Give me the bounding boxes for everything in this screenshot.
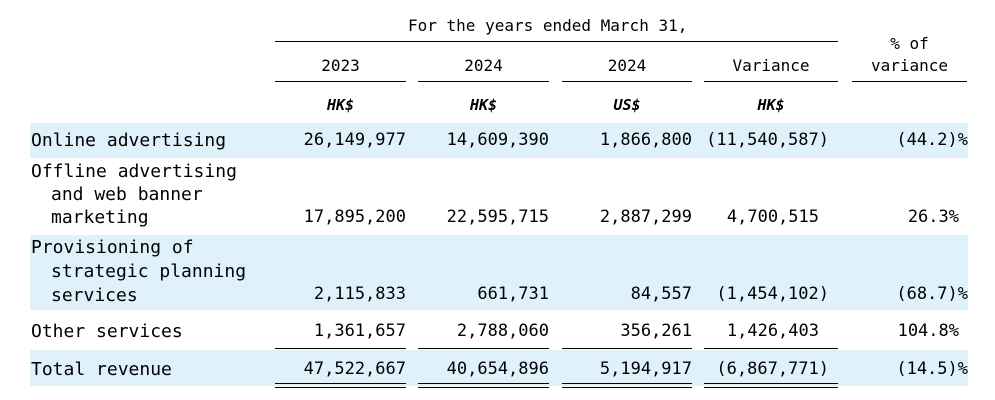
cell-offline-2024-hk: 22,595,715 bbox=[446, 207, 549, 227]
row-label-other-services: Other services bbox=[31, 321, 183, 342]
cell-provisioning-2024-hk: 661,731 bbox=[477, 284, 549, 304]
cell-online-variance: (11,540,587) bbox=[706, 130, 829, 150]
cell-other-2024-hk: 2,788,060 bbox=[456, 321, 549, 341]
cell-provisioning-2024-us: 84,557 bbox=[630, 284, 692, 304]
total-double-rule-2024-hk bbox=[418, 383, 549, 388]
total-double-rule-2023 bbox=[275, 383, 406, 388]
column-year-2023: 2023 bbox=[321, 56, 360, 75]
cell-other-2024-us: 356,261 bbox=[620, 321, 692, 341]
cell-offline-pct: 26.3% bbox=[907, 207, 959, 227]
pct-header-line2: variance bbox=[870, 56, 949, 75]
row-label-offline-line3: marketing bbox=[51, 207, 149, 228]
subtotal-rule-2024-hk bbox=[418, 348, 549, 349]
col-rule-2023 bbox=[275, 81, 406, 82]
cell-offline-2024-us: 2,887,299 bbox=[599, 207, 692, 227]
cell-other-2023: 1,361,657 bbox=[313, 321, 406, 341]
total-double-rule-2024-us bbox=[562, 383, 692, 388]
subtotal-rule-variance bbox=[704, 348, 838, 349]
cell-online-2024-us: 1,866,800 bbox=[599, 130, 692, 150]
period-rule bbox=[275, 41, 838, 42]
cell-total-variance: (6,867,771) bbox=[716, 359, 829, 379]
column-year-2024-us: 2024 bbox=[607, 56, 647, 75]
row-label-provisioning-line1: Provisioning of bbox=[31, 237, 194, 258]
row-band-online bbox=[30, 123, 968, 158]
subtotal-rule-2024-us bbox=[562, 348, 692, 349]
col-rule-pct bbox=[852, 81, 967, 82]
total-double-rule-variance bbox=[704, 383, 838, 388]
cell-provisioning-2023: 2,115,833 bbox=[313, 284, 406, 304]
cell-total-2023: 47,522,667 bbox=[303, 359, 406, 379]
row-label-provisioning-line3: services bbox=[51, 285, 138, 306]
column-variance: Variance bbox=[732, 56, 810, 75]
column-year-2024-hk: 2024 bbox=[464, 56, 503, 75]
cell-other-variance: 1,426,403 bbox=[726, 321, 819, 341]
cell-online-2023: 26,149,977 bbox=[303, 130, 406, 150]
currency-2024-hk: HK$ bbox=[469, 96, 498, 114]
row-band-total bbox=[30, 350, 968, 386]
cell-online-pct: (44.2)% bbox=[896, 130, 968, 150]
row-band-provisioning bbox=[30, 235, 968, 310]
row-label-provisioning-line2: strategic planning bbox=[51, 261, 247, 282]
row-label-online-advertising: Online advertising bbox=[31, 130, 227, 151]
cell-total-pct: (14.5)% bbox=[896, 359, 968, 379]
subtotal-rule-2023 bbox=[275, 348, 406, 349]
row-label-total-revenue: Total revenue bbox=[31, 359, 172, 380]
cell-total-2024-us: 5,194,917 bbox=[599, 359, 692, 379]
cell-provisioning-pct: (68.7)% bbox=[896, 284, 968, 304]
cell-provisioning-variance: (1,454,102) bbox=[716, 284, 829, 304]
currency-variance: HK$ bbox=[757, 96, 785, 114]
col-rule-2024-hk bbox=[418, 81, 549, 82]
cell-other-pct: 104.8% bbox=[897, 321, 959, 341]
cell-online-2024-hk: 14,609,390 bbox=[446, 130, 549, 150]
cell-total-2024-hk: 40,654,896 bbox=[446, 359, 549, 379]
cell-offline-2023: 17,895,200 bbox=[303, 207, 406, 227]
currency-2023: HK$ bbox=[326, 96, 355, 114]
row-label-offline-line2: and web banner bbox=[51, 184, 203, 205]
pct-header-line1: % of bbox=[890, 34, 929, 53]
cell-offline-variance: 4,700,515 bbox=[726, 207, 819, 227]
period-title: For the years ended March 31, bbox=[408, 16, 688, 35]
row-label-offline-line1: Offline advertising bbox=[31, 161, 237, 182]
col-rule-2024-us bbox=[562, 81, 692, 82]
col-rule-variance bbox=[704, 81, 838, 82]
currency-2024-us: US$ bbox=[613, 96, 641, 114]
